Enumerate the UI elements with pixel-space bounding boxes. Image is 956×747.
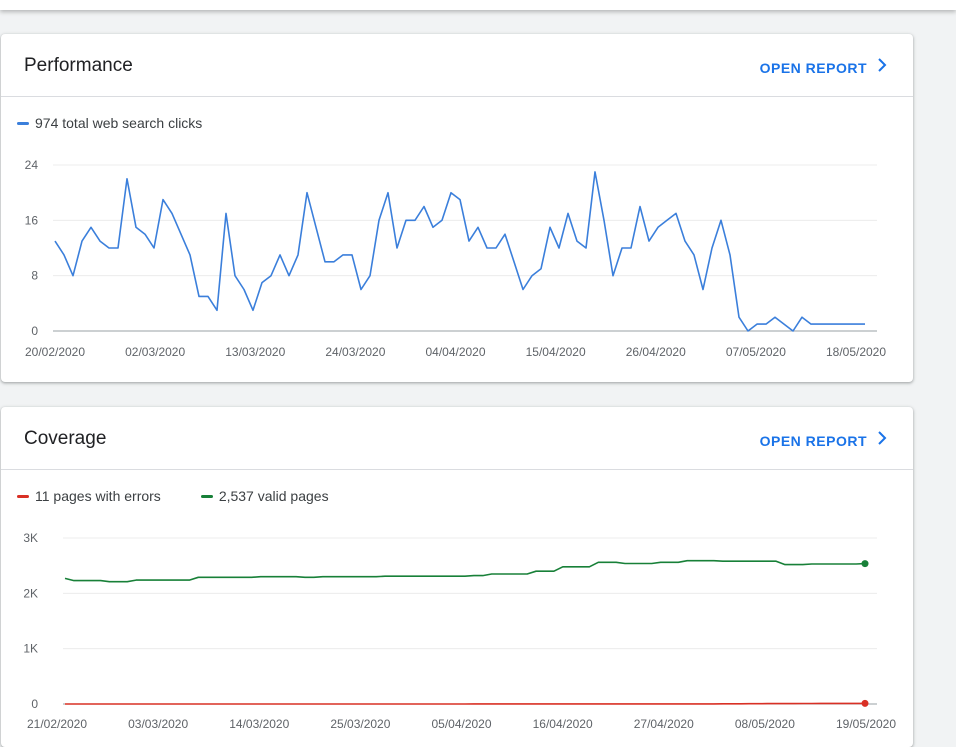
coverage-chart[interactable]: 0 1K 2K 3K 21/02/2020 03/03/2020 14/03/2020 25/… (1, 407, 913, 747)
coverage-title: Coverage (24, 428, 107, 449)
x-tick-label: 18/05/2020 (826, 345, 886, 359)
legend-item-valid[interactable]: 2,537 valid pages (200, 488, 329, 504)
coverage-open-report-button[interactable]: OPEN REPORT (760, 431, 887, 450)
legend-label-clicks: 974 total web search clicks (35, 115, 203, 131)
y-tick-label: 24 (25, 158, 39, 172)
series-line (54, 171, 865, 332)
legend-item-clicks[interactable]: 974 total web search clicks (17, 115, 202, 131)
x-tick-label: 05/04/2020 (431, 717, 491, 731)
performance-open-report-button[interactable]: OPEN REPORT (760, 58, 887, 77)
x-tick-label: 27/04/2020 (634, 717, 694, 731)
chevron-right-icon (877, 431, 887, 450)
legend-label-valid: 2,537 valid pages (218, 488, 329, 504)
series-line (64, 559, 866, 583)
x-tick-label: 14/03/2020 (229, 717, 289, 731)
legend-label-errors: 11 pages with errors (35, 488, 161, 504)
x-tick-label: 24/03/2020 (325, 345, 385, 359)
y-tick-label: 2K (23, 586, 38, 600)
performance-card: Performance OPEN REPORT 974 total web se… (1, 34, 913, 382)
x-tick-label: 19/05/2020 (836, 717, 896, 731)
y-tick-label: 8 (31, 269, 38, 283)
open-report-label: OPEN REPORT (759, 59, 867, 76)
y-tick-label: 0 (31, 697, 38, 711)
series-end-point (861, 699, 869, 707)
y-tick-label: 16 (25, 213, 39, 227)
legend-item-errors[interactable]: 11 pages with errors (17, 488, 161, 504)
x-tick-label: 04/04/2020 (425, 345, 485, 359)
x-tick-label: 07/05/2020 (726, 345, 786, 359)
x-tick-label: 03/03/2020 (128, 717, 188, 731)
legend-swatch-clicks (17, 121, 29, 125)
y-tick-label: 0 (31, 324, 38, 338)
legend-swatch-valid (200, 494, 213, 498)
performance-card-header: Performance OPEN REPORT (1, 34, 913, 97)
x-tick-label: 02/03/2020 (125, 345, 185, 359)
performance-title: Performance (24, 55, 133, 76)
series-end-point (861, 560, 869, 568)
x-tick-label: 20/02/2020 (25, 345, 85, 359)
coverage-card-header: Coverage OPEN REPORT (1, 407, 913, 470)
x-tick-label: 15/04/2020 (526, 345, 586, 359)
x-tick-label: 21/02/2020 (27, 717, 87, 731)
coverage-legend: 11 pages with errors 2,537 valid pages (17, 488, 369, 504)
coverage-card: Coverage OPEN REPORT 11 pages with error… (1, 407, 913, 747)
y-tick-label: 1K (23, 642, 38, 656)
open-report-label: OPEN REPORT (759, 432, 867, 449)
legend-swatch-errors (17, 494, 29, 498)
series-line (65, 702, 865, 705)
x-tick-label: 08/05/2020 (735, 717, 795, 731)
x-tick-label: 25/03/2020 (330, 717, 390, 731)
chevron-right-icon (877, 58, 887, 77)
x-tick-label: 26/04/2020 (626, 345, 686, 359)
top-app-bar-shadow (0, 0, 956, 10)
y-tick-label: 3K (23, 531, 38, 545)
x-tick-label: 16/04/2020 (533, 717, 593, 731)
performance-chart[interactable]: 0 8 16 24 20/02/2020 02/03/2020 13/03/2020 24/0… (1, 34, 913, 382)
performance-legend: 974 total web search clicks (17, 115, 242, 131)
x-tick-label: 13/03/2020 (225, 345, 285, 359)
